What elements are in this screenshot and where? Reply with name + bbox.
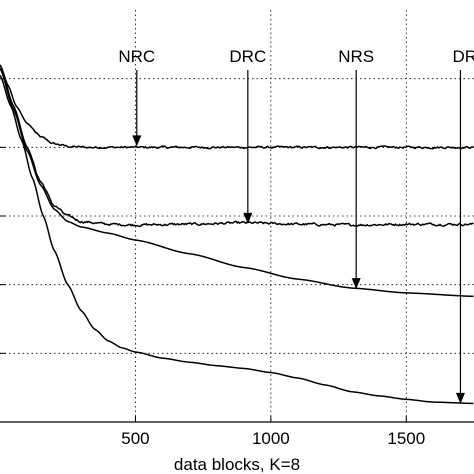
axis-layer: 500 1000 1500 [0,78,474,448]
series-line-drs [0,74,474,405]
x-tick-label: 500 [121,429,149,448]
series-line-drc [0,64,474,228]
x-tick-label: 1500 [387,429,425,448]
annotation-nrs-label: NRS [338,47,374,66]
annotation-drs-label: DRS [453,47,474,66]
annotation-nrs-arrowhead [351,278,361,290]
annotation-nrc-arrowhead [132,135,142,147]
series-line-nrs [0,68,474,298]
grid-layer [0,10,474,422]
series-line-nrc [0,64,474,150]
series-layer [0,64,474,405]
annotation-nrc-label: NRC [118,47,155,66]
x-axis-label: data blocks, K=8 [174,455,300,474]
annotation-drc-label: DRC [229,47,266,66]
x-tick-label: 1000 [252,429,290,448]
annotation-layer: NRC DRC NRS DRS [118,47,474,404]
annotation-drs-arrowhead [455,392,465,404]
annotation-drc-arrowhead [243,212,253,224]
